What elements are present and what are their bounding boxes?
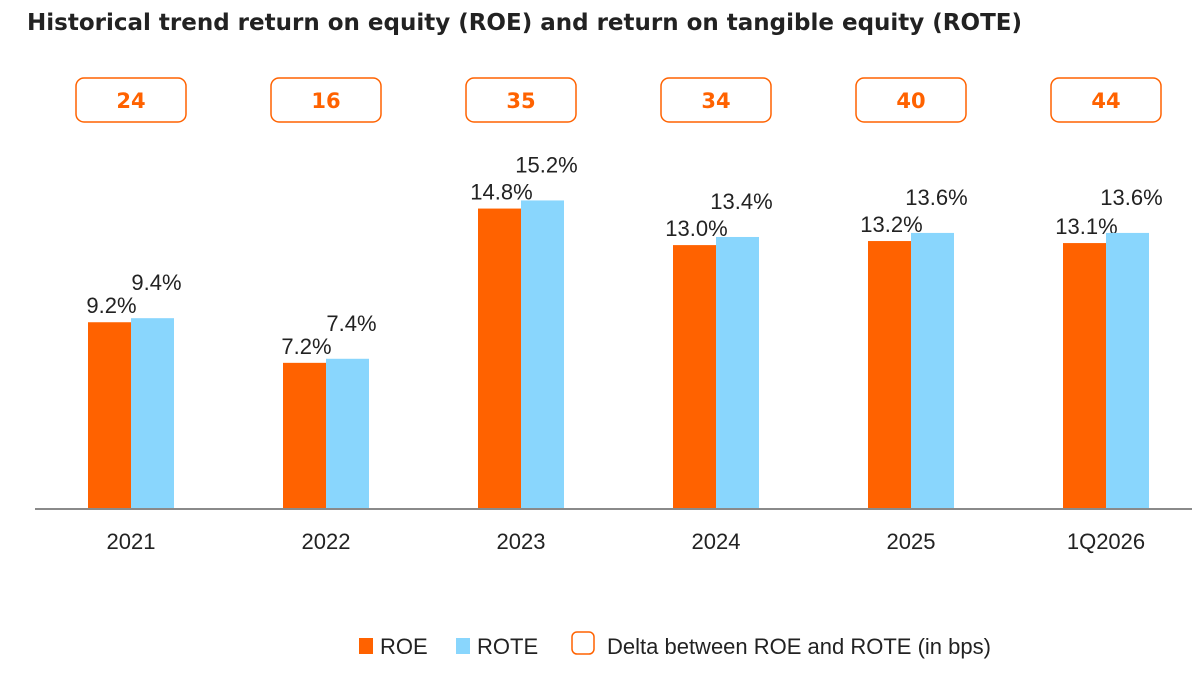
legend-rote-swatch xyxy=(456,638,470,654)
bar-roe-2024 xyxy=(673,245,716,509)
label-roe-2021: 9.2% xyxy=(86,293,136,318)
bar-roe-1Q2026 xyxy=(1063,243,1106,509)
legend-roe-swatch xyxy=(359,638,373,654)
bar-rote-1Q2026 xyxy=(1106,232,1149,510)
category-label-2025: 2025 xyxy=(887,529,936,554)
category-label-2024: 2024 xyxy=(692,529,741,554)
delta-box-2022 xyxy=(270,77,382,123)
category-labels: 2021 2022 2023 2024 2025 1Q2026 xyxy=(107,529,1146,554)
bar-rote-2021 xyxy=(131,318,174,509)
bar-group: 9.2%9.4% 7.2%7.4% 14.8% 15.2% 13.0%13.4% 13.2… xyxy=(86,152,1163,510)
label-roe-2023: 14.8% xyxy=(470,180,532,205)
category-label-2022: 2022 xyxy=(302,529,351,554)
label-roe-2025: 13.2% xyxy=(860,212,922,237)
bar-rote-2024 xyxy=(716,236,759,510)
legend: ROE ROTE Delta between ROE and ROTE (in … xyxy=(359,631,991,659)
label-rote-2021: 9.4% xyxy=(131,270,181,295)
label-rote-2025: 13.6% xyxy=(905,185,967,210)
delta-box-2024 xyxy=(660,77,772,123)
chart-title: Historical trend return on equity (ROE) … xyxy=(27,10,1022,36)
category-label-2021: 2021 xyxy=(107,529,156,554)
delta-box-2025 xyxy=(855,77,967,123)
delta-value-2025: 40 xyxy=(896,89,925,113)
label-roe-2022: 7.2% xyxy=(281,334,331,359)
delta-boxes: 24 16 35 34 40 44 xyxy=(75,77,1162,123)
delta-box-2021 xyxy=(75,77,187,123)
legend-delta-label: Delta between ROE and ROTE (in bps) xyxy=(607,634,991,659)
delta-value-2023: 35 xyxy=(506,89,535,113)
category-label-2023: 2023 xyxy=(497,529,546,554)
label-rote-2022: 7.4% xyxy=(326,311,376,336)
delta-value-2022: 16 xyxy=(311,89,340,113)
category-label-1Q2026: 1Q2026 xyxy=(1067,529,1145,554)
legend-rote-label: ROTE xyxy=(477,634,538,659)
bar-rote-2022 xyxy=(326,358,369,509)
bar-rote-2023 xyxy=(521,200,564,509)
bar-roe-2023 xyxy=(478,208,521,509)
label-rote-2024: 13.4% xyxy=(710,189,772,214)
bar-roe-2022 xyxy=(283,362,326,509)
delta-value-2024: 34 xyxy=(701,89,730,113)
delta-value-1Q2026: 44 xyxy=(1091,89,1120,113)
delta-box-1Q2026 xyxy=(1050,77,1162,123)
bar-roe-2021 xyxy=(88,322,131,509)
delta-box-2023 xyxy=(465,77,577,123)
label-roe-2024: 13.0% xyxy=(665,216,727,241)
bar-rote-2025 xyxy=(911,232,954,510)
legend-roe-label: ROE xyxy=(380,634,428,659)
bar-roe-2025 xyxy=(868,241,911,510)
label-rote-2023: 15.2% xyxy=(515,152,577,177)
legend-delta-swatch xyxy=(571,631,595,655)
label-rote-1Q2026: 13.6% xyxy=(1100,185,1162,210)
delta-value-2021: 24 xyxy=(116,89,145,113)
